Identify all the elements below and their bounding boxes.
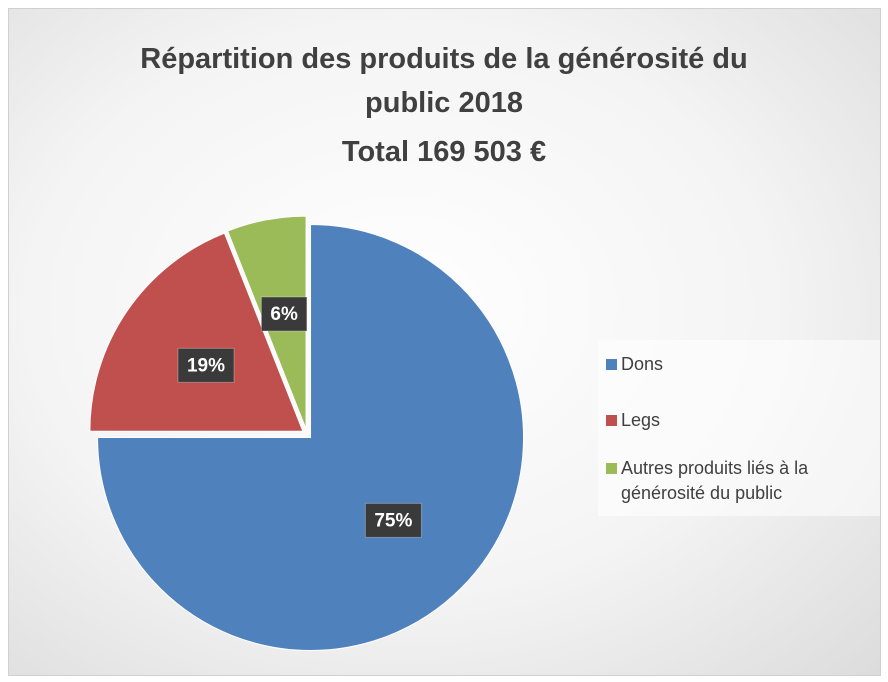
legend-swatch [606, 415, 617, 426]
pie-slice [97, 224, 524, 651]
legend-item: Legs [606, 408, 853, 433]
chart-subtitle: Total 169 503 € [341, 136, 547, 168]
legend-label: Autres produits liés à la générosité du … [621, 458, 809, 503]
legend-label: Legs [621, 410, 661, 430]
data-label-text: 75% [374, 510, 412, 531]
data-label-box [364, 502, 422, 538]
legend-item: Autres produits liés à la générosité du … [606, 456, 853, 506]
data-label [177, 347, 235, 383]
pie-slice [89, 232, 304, 432]
legend: Dons Legs Autres produits liés à la généro… [598, 340, 880, 516]
data-label-text: 19% [187, 355, 225, 376]
legend-swatch [606, 463, 617, 474]
legend-label: Dons [621, 354, 664, 374]
data-label-box [260, 296, 308, 332]
data-label [260, 296, 308, 332]
data-label [364, 502, 422, 538]
data-label-box [177, 347, 235, 383]
chart-title: Répartition des produits de la générosit… [140, 43, 748, 119]
legend-item: Dons [606, 352, 853, 377]
data-label-text: 6% [270, 304, 298, 325]
legend-swatch [606, 359, 617, 370]
